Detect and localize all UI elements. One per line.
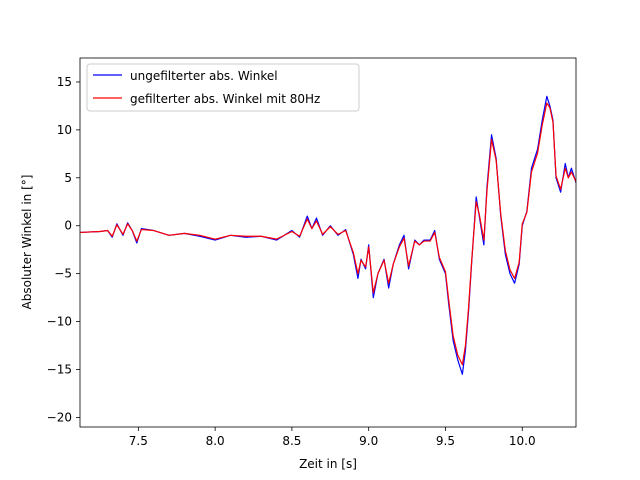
y-tick-label: 15 bbox=[57, 75, 72, 89]
series-layer bbox=[80, 95, 576, 375]
y-tick-label: −5 bbox=[54, 267, 72, 281]
x-tick-label: 8.5 bbox=[282, 434, 301, 448]
legend: ungefilterter abs. Winkel gefilterter ab… bbox=[86, 63, 360, 112]
y-tick-label: −10 bbox=[47, 315, 72, 329]
y-tick-label: −20 bbox=[47, 410, 72, 424]
x-tick-label: 7.5 bbox=[129, 434, 148, 448]
plot-frame bbox=[79, 57, 577, 428]
legend-box bbox=[86, 63, 360, 112]
legend-label-filtered: gefilterter abs. Winkel mit 80Hz bbox=[130, 92, 320, 106]
x-axis-label: Zeit in [s] bbox=[299, 457, 357, 471]
x-tick-label: 9.0 bbox=[359, 434, 378, 448]
series-line-1 bbox=[80, 102, 576, 366]
y-tick-label: 0 bbox=[64, 219, 72, 233]
x-tick-label: 8.0 bbox=[206, 434, 225, 448]
x-tick-label: 10.0 bbox=[509, 434, 536, 448]
y-axis-label: Absoluter Winkel in [°] bbox=[20, 175, 34, 310]
x-axis-ticks: 7.5 8.0 8.5 9.0 9.5 10.0 bbox=[129, 427, 536, 448]
x-tick-label: 9.5 bbox=[436, 434, 455, 448]
y-axis-ticks: −20 −15 −10 −5 0 5 10 15 bbox=[47, 75, 80, 424]
y-tick-label: −15 bbox=[47, 362, 72, 376]
legend-label-unfiltered: ungefilterter abs. Winkel bbox=[130, 69, 278, 83]
y-tick-label: 5 bbox=[64, 171, 72, 185]
y-tick-label: 10 bbox=[57, 123, 72, 137]
